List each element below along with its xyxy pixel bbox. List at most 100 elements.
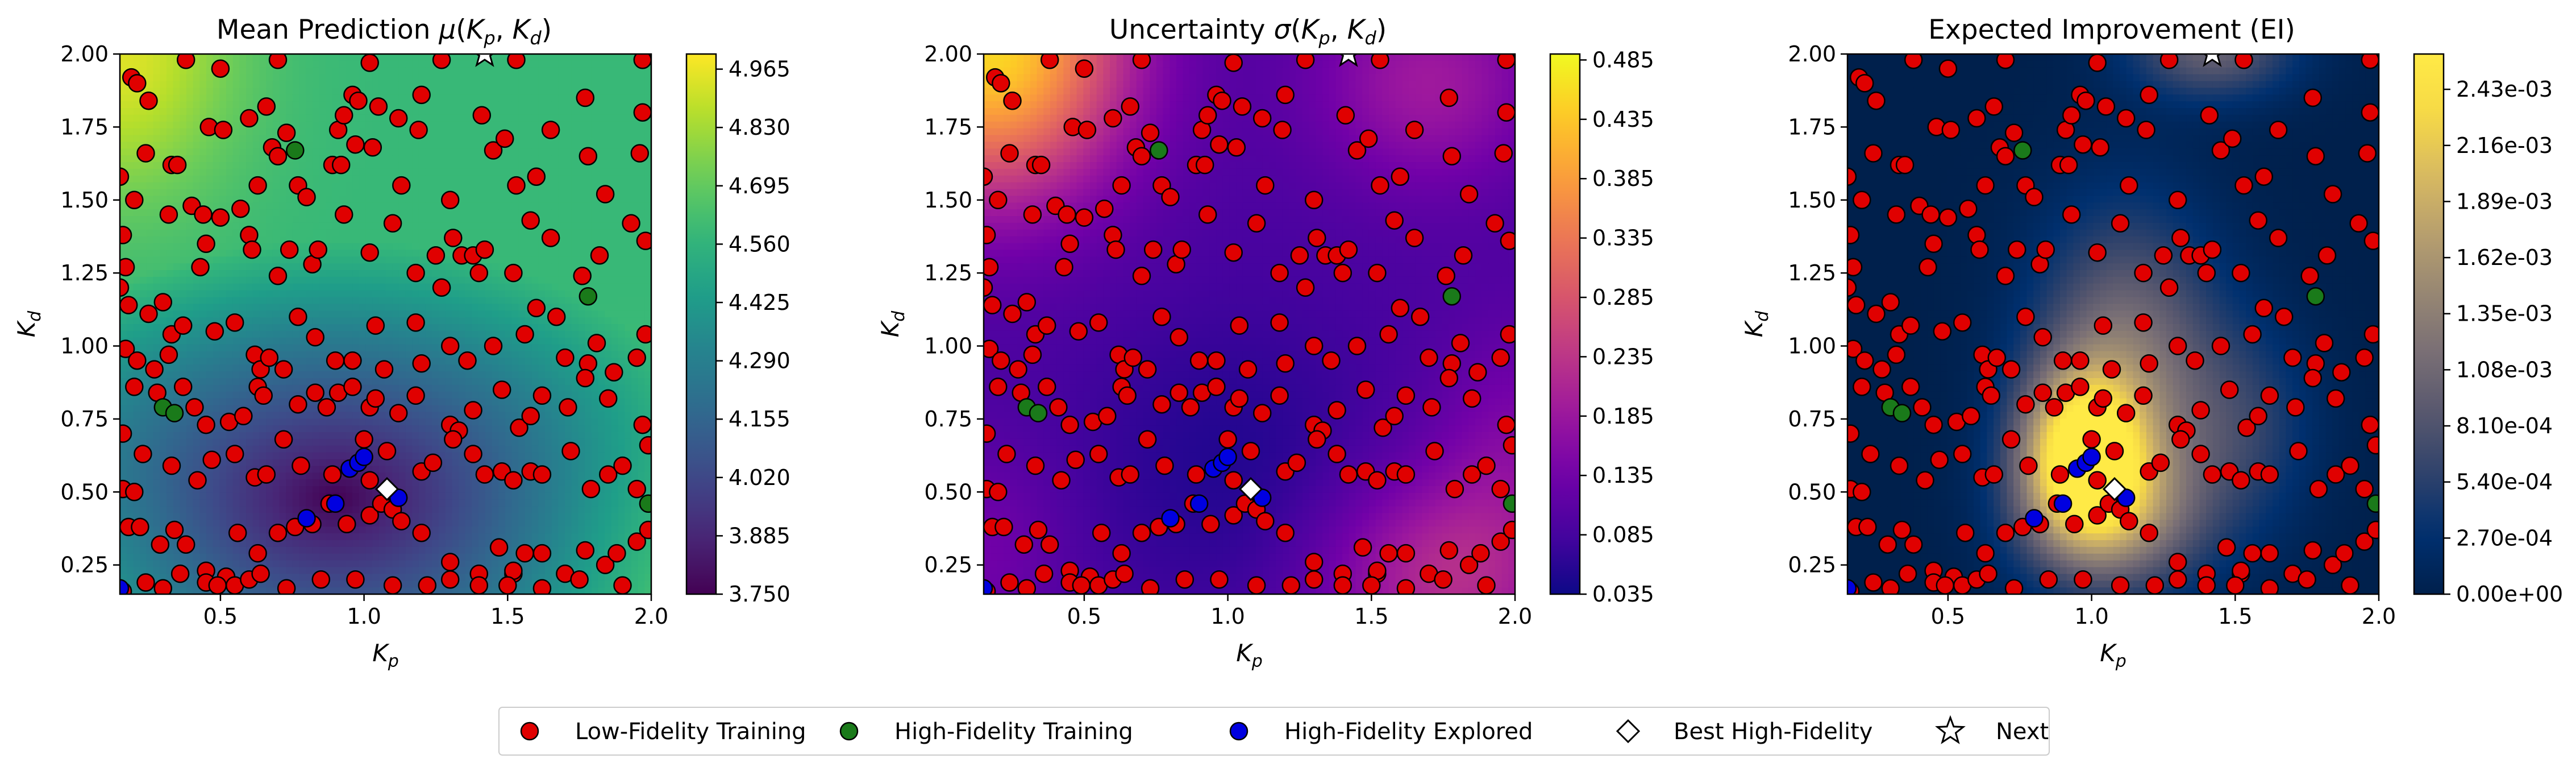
low-fidelity-point [268,267,288,285]
colorbar-tick-label: 0.235 [1592,344,1654,369]
low-fidelity-point [1391,167,1410,186]
low-fidelity-point [1069,322,1088,341]
low-fidelity-point [406,386,425,405]
low-fidelity-point [2074,135,2092,154]
low-fidelity-point [2361,415,2379,434]
low-fidelity-point [1353,538,1372,557]
low-fidelity-point [1491,479,1510,499]
legend-marker [1229,722,1249,741]
low-fidelity-point [2269,121,2288,139]
low-fidelity-point [1437,267,1455,285]
low-fidelity-point [984,278,993,297]
low-fidelity-point [2355,348,2374,367]
low-fidelity-point [630,144,650,163]
legend-item: Next [1935,715,2049,745]
colorbar-tick-label: 0.00e+00 [2456,582,2563,607]
low-fidelity-point [515,325,534,344]
low-fidelity-point [1256,512,1275,530]
high-fidelity-point [2306,287,2325,306]
low-fidelity-point [1847,167,1857,186]
low-fidelity-point [2151,453,2170,472]
x-axis-label: Kp [2100,639,2126,671]
low-fidelity-point [2074,570,2092,589]
low-fidelity-point [1040,535,1059,554]
low-fidelity-point [2303,368,2323,388]
low-fidelity-point [2298,570,2316,589]
chart-title: Expected Improvement (EI) [1928,14,2295,45]
low-fidelity-point [2315,334,2334,353]
low-fidelity-point [1170,383,1188,402]
low-fidelity-point [492,380,511,399]
explored-point [1161,509,1180,528]
low-fidelity-point [277,123,296,142]
low-fidelity-point [1984,97,2004,116]
low-fidelity-point [1143,240,1163,259]
low-fidelity-point [1904,54,1923,69]
plot-frame [1846,53,2380,595]
low-fidelity-point [1485,214,1504,233]
low-fidelity-point [1207,378,1226,396]
low-fidelity-point [2349,214,2368,233]
low-fidelity-point [2260,465,2279,484]
low-fidelity-point [2116,109,2136,128]
low-fidelity-point [257,97,276,116]
low-fidelity-point [1858,517,1877,537]
low-fidelity-point [2137,121,2155,139]
low-fidelity-point [151,535,170,554]
low-fidelity-point [464,445,482,463]
low-fidelity-point [1847,296,1866,314]
low-fidelity-point [596,555,615,574]
low-fidelity-point [2366,520,2379,540]
low-fidelity-point [2116,404,2136,422]
low-fidelity-point [1141,123,1160,142]
colorbar-tick-label: 1.62e-03 [2456,245,2553,270]
low-fidelity-point [458,351,477,370]
colorbar-tick-label: 0.435 [1592,107,1654,132]
low-fidelity-point [2102,360,2121,379]
low-fidelity-point [2145,576,2165,594]
low-fidelity-point [984,226,996,244]
low-fidelity-point [1503,436,1515,455]
low-fidelity-point [1454,246,1473,265]
high-fidelity-point [1503,494,1515,513]
colorbar-gradient [685,53,717,595]
y-tick-label: 1.50 [924,188,972,213]
low-fidelity-point [377,442,397,461]
low-fidelity-point [153,579,173,594]
low-fidelity-point [1347,337,1367,355]
low-fidelity-point [1996,267,2015,285]
low-fidelity-point [2309,479,2328,499]
y-tick-label: 1.50 [60,188,109,213]
y-tick-label: 1.00 [60,334,109,359]
low-fidelity-point [2094,389,2113,408]
low-fidelity-point [992,74,1010,93]
legend-marker [520,722,539,741]
low-fidelity-point [2220,380,2239,399]
low-fidelity-point [1938,208,1958,227]
low-fidelity-point [334,205,353,224]
low-fidelity-point [211,59,230,78]
colorbar: 0.035 0.085 0.135 0.185 0.235 0.285 0.335 0.385… [1549,47,1654,607]
explored-point [1218,447,1237,466]
explored-point [120,579,130,594]
colorbar-tick-label: 4.155 [729,407,790,432]
low-fidelity-point [360,506,379,525]
low-fidelity-point [2168,190,2187,210]
low-fidelity-point [444,229,463,247]
low-fidelity-point [349,91,368,110]
low-fidelity-point [231,199,250,218]
low-fidelity-point [406,263,425,283]
x-tick-label: 1.5 [2218,604,2252,629]
x-tick-label: 1.0 [2074,604,2108,629]
x-tick-label: 2.0 [634,604,668,629]
low-fidelity-point [1892,520,1912,540]
low-fidelity-point [1296,54,1315,69]
low-fidelity-point [994,517,1013,537]
low-fidelity-point [576,368,595,388]
low-fidelity-point [992,351,1010,370]
low-fidelity-point [1132,523,1151,542]
low-fidelity-point [532,386,552,405]
low-fidelity-point [541,229,560,247]
low-fidelity-point [521,407,540,426]
low-fidelity-point [1322,351,1341,370]
